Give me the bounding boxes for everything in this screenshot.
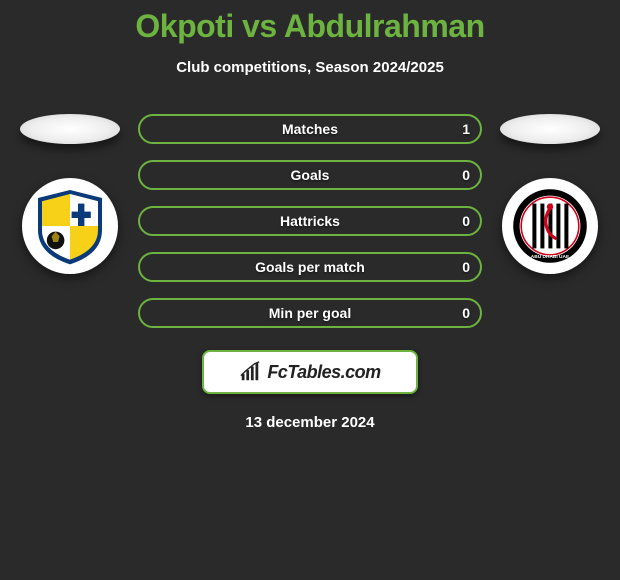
vs-label: vs bbox=[242, 8, 277, 44]
subtitle: Club competitions, Season 2024/2025 bbox=[0, 59, 620, 76]
right-player-col: ABU DHABI UAE bbox=[496, 114, 604, 274]
stat-row-goals-per-match: Goals per match 0 bbox=[138, 252, 482, 282]
inter-zapresic-icon bbox=[30, 186, 110, 266]
player-left-name: Okpoti bbox=[135, 8, 233, 44]
left-team-badge bbox=[22, 178, 118, 274]
svg-text:ABU DHABI UAE: ABU DHABI UAE bbox=[531, 254, 570, 260]
stat-row-hattricks: Hattricks 0 bbox=[138, 206, 482, 236]
stat-label: Min per goal bbox=[269, 305, 351, 321]
watermark: FcTables.com bbox=[202, 350, 418, 394]
stat-label: Goals bbox=[291, 167, 330, 183]
page-title: Okpoti vs Abdulrahman bbox=[0, 0, 620, 45]
left-player-ellipse bbox=[20, 114, 120, 144]
stat-label: Matches bbox=[282, 121, 338, 137]
chart-icon bbox=[239, 361, 261, 383]
player-right-name: Abdulrahman bbox=[284, 8, 485, 44]
watermark-text: FcTables.com bbox=[267, 362, 380, 383]
right-team-badge: ABU DHABI UAE bbox=[502, 178, 598, 274]
stat-right-value: 0 bbox=[462, 167, 470, 183]
stat-right-value: 0 bbox=[462, 305, 470, 321]
left-player-col bbox=[16, 114, 124, 274]
stat-row-matches: Matches 1 bbox=[138, 114, 482, 144]
stat-row-goals: Goals 0 bbox=[138, 160, 482, 190]
stat-label: Hattricks bbox=[280, 213, 340, 229]
stat-label: Goals per match bbox=[255, 259, 365, 275]
stats-center-col: Matches 1 Goals 0 Hattricks 0 Goals per … bbox=[138, 114, 482, 328]
date-label: 13 december 2024 bbox=[0, 414, 620, 431]
stat-right-value: 0 bbox=[462, 213, 470, 229]
right-player-ellipse bbox=[500, 114, 600, 144]
stat-row-min-per-goal: Min per goal 0 bbox=[138, 298, 482, 328]
stat-right-value: 0 bbox=[462, 259, 470, 275]
stats-area: Matches 1 Goals 0 Hattricks 0 Goals per … bbox=[0, 114, 620, 328]
stat-right-value: 1 bbox=[462, 121, 470, 137]
comparison-container: Okpoti vs Abdulrahman Club competitions,… bbox=[0, 0, 620, 580]
al-jazira-icon: ABU DHABI UAE bbox=[510, 186, 590, 266]
